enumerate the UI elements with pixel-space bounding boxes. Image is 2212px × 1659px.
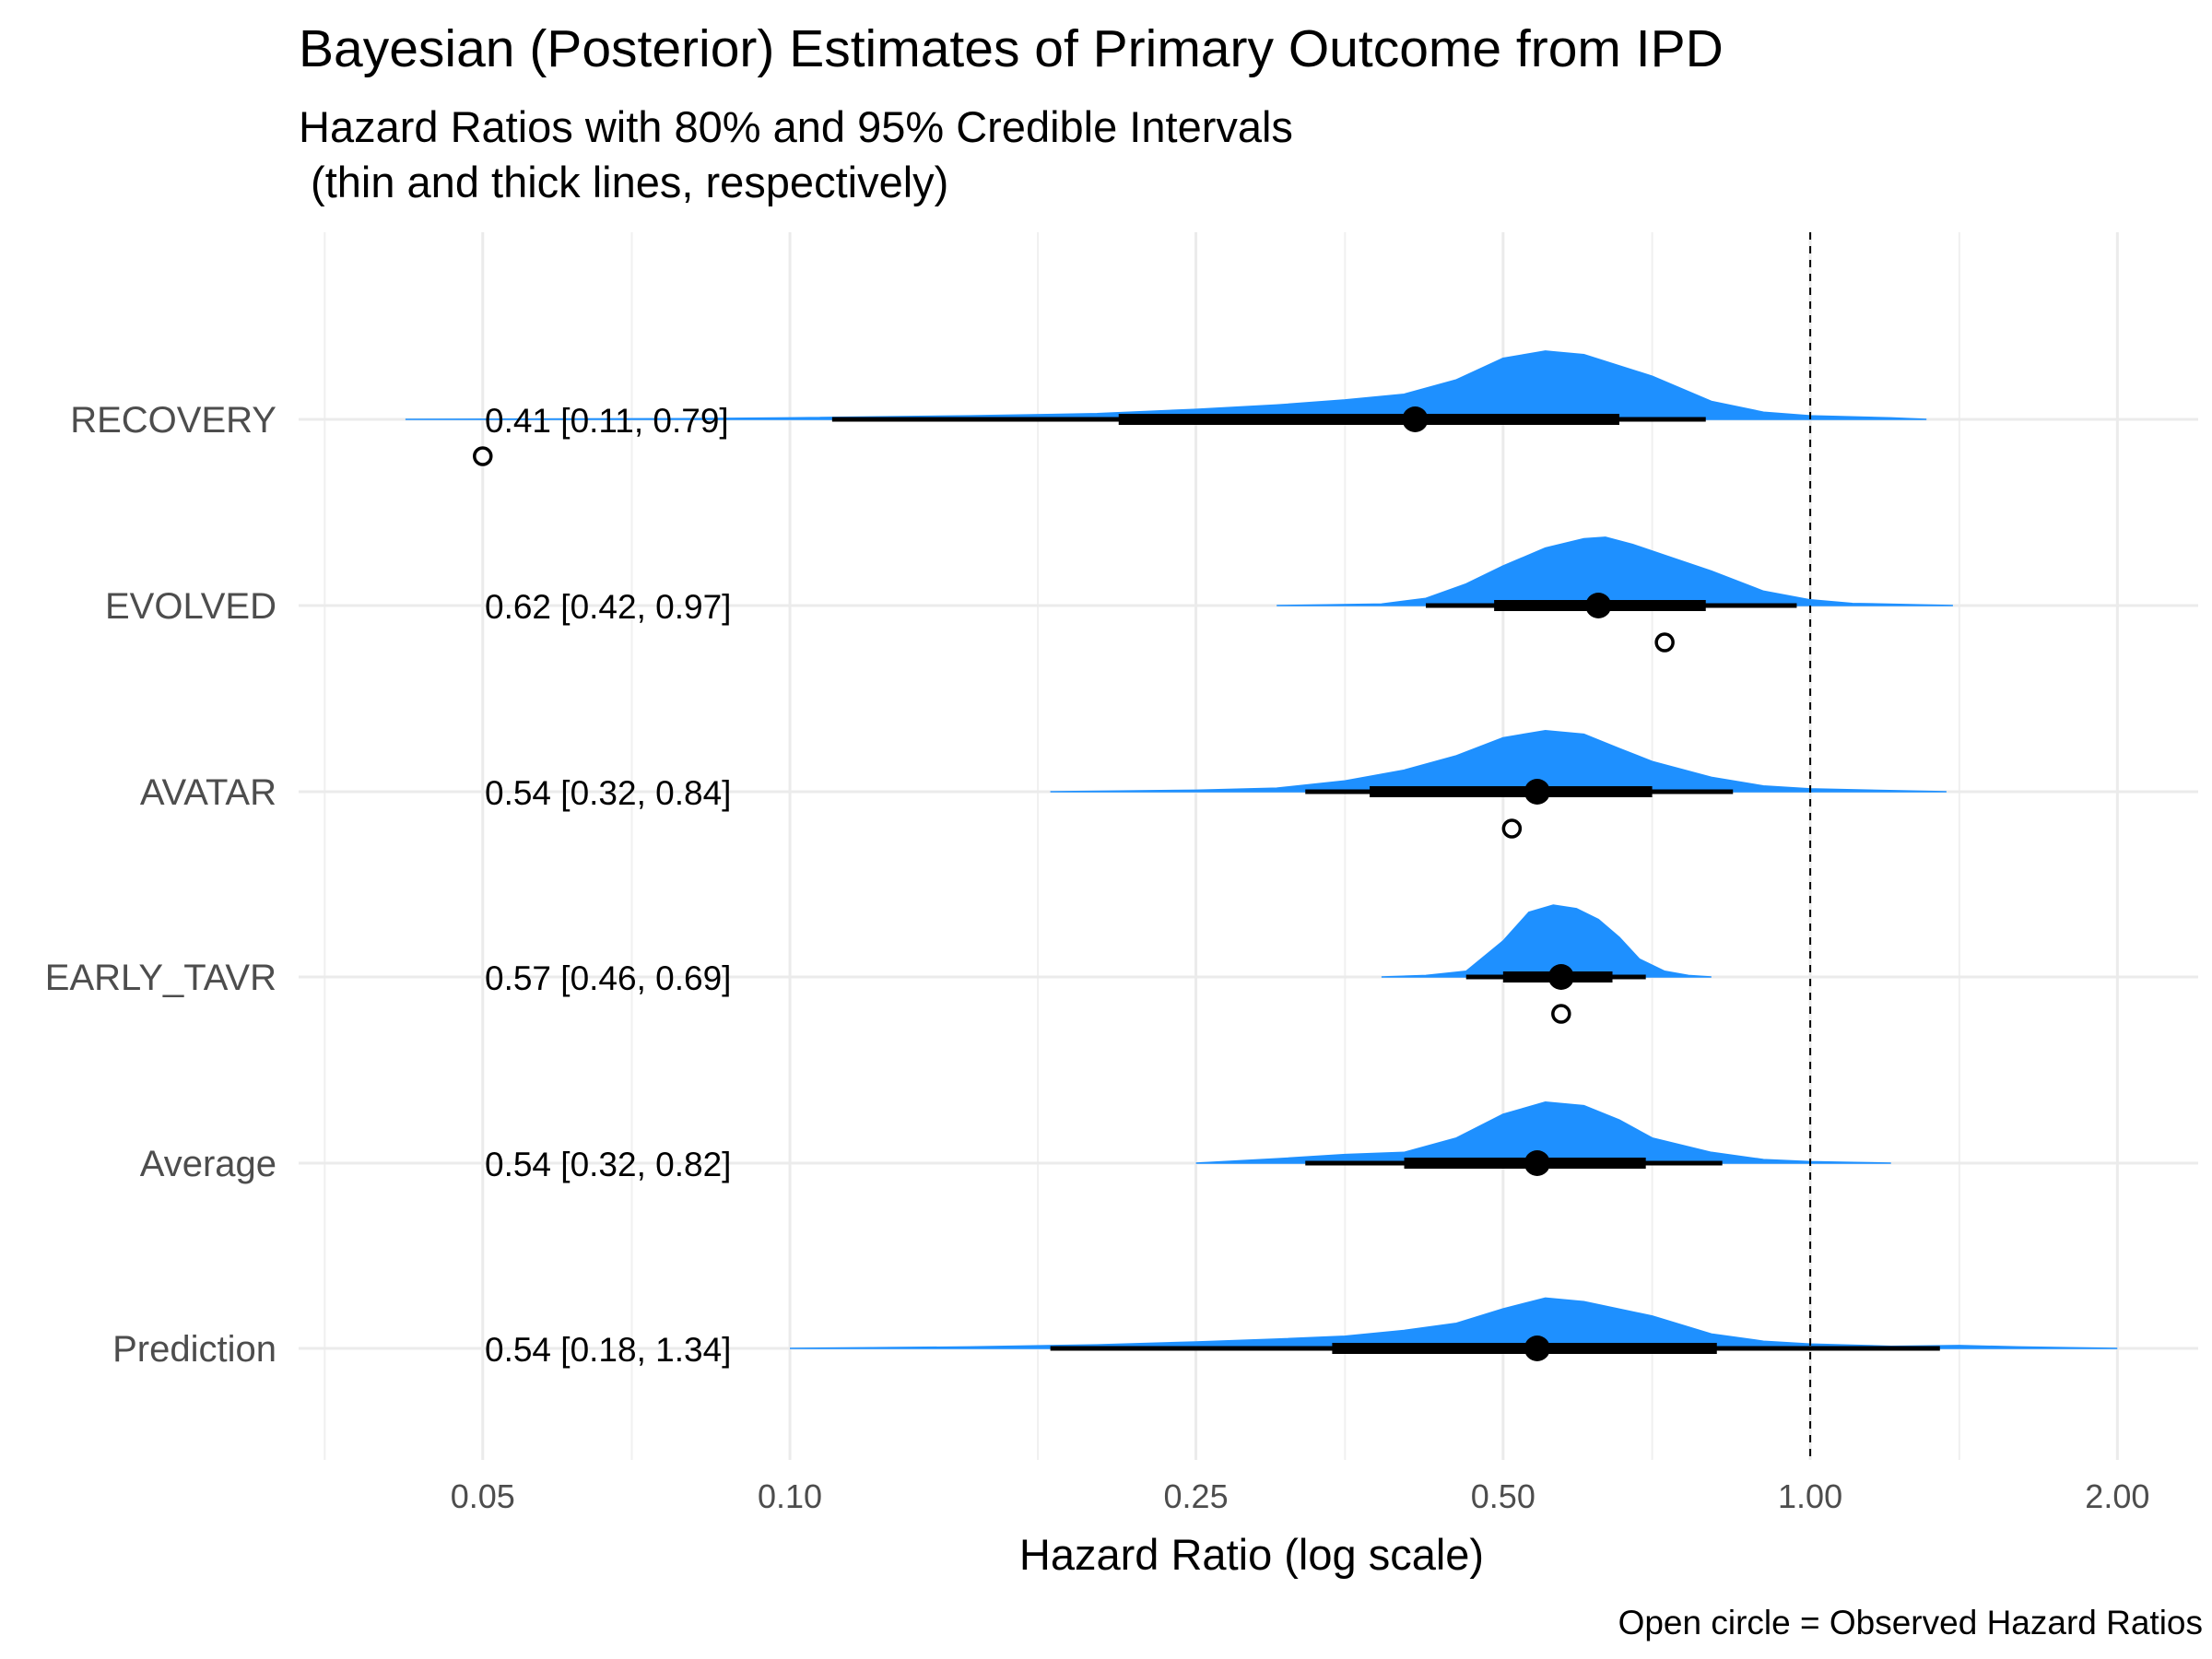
row-label: Average — [140, 1144, 276, 1184]
row-label: Prediction — [112, 1329, 276, 1370]
median-point — [1585, 593, 1612, 618]
estimate-label: 0.57 [0.46, 0.69] — [485, 959, 731, 997]
row-label: RECOVERY — [70, 400, 276, 441]
x-axis-title: Hazard Ratio (log scale) — [1019, 1530, 1484, 1579]
x-tick-label: 0.05 — [451, 1477, 515, 1515]
x-tick-label: 0.10 — [758, 1477, 822, 1515]
median-point — [1524, 779, 1550, 805]
posterior-density — [405, 350, 1927, 420]
posterior-density — [1381, 904, 1712, 978]
observed-point — [473, 446, 493, 466]
row-label: EVOLVED — [105, 586, 276, 627]
chart-subtitle-line-1: Hazard Ratios with 80% and 95% Credible … — [299, 102, 1293, 151]
x-tick-label: 2.00 — [2085, 1477, 2149, 1515]
estimate-label: 0.54 [0.32, 0.82] — [485, 1146, 731, 1183]
chart-title: Bayesian (Posterior) Estimates of Primar… — [299, 19, 1724, 78]
density-layer — [405, 350, 2118, 1349]
posterior-density — [1277, 536, 1953, 606]
row-label: AVATAR — [140, 772, 276, 813]
caption: Open circle = Observed Hazard Ratios — [1618, 1604, 2203, 1641]
interval-layer — [473, 232, 1940, 1460]
observed-point — [1551, 1004, 1571, 1024]
observed-point — [1654, 632, 1675, 653]
x-tick-label: 0.25 — [1164, 1477, 1229, 1515]
estimate-label: 0.62 [0.42, 0.97] — [485, 588, 731, 626]
text-layer: 0.05 0.10 0.25 0.50 1.00 2.00 RECOVERY 0.41 [0.… — [45, 400, 2150, 1515]
estimate-label: 0.54 [0.18, 1.34] — [485, 1331, 731, 1369]
posterior-density — [1050, 729, 1947, 793]
median-point — [1402, 406, 1429, 432]
posterior-density — [789, 1297, 2118, 1349]
median-point — [1524, 1335, 1550, 1361]
x-tick-label: 1.00 — [1778, 1477, 1842, 1515]
median-point — [1547, 964, 1574, 990]
observed-point — [1501, 818, 1523, 839]
estimate-label: 0.41 [0.11, 0.79] — [485, 402, 729, 440]
x-tick-label: 0.50 — [1471, 1477, 1535, 1515]
median-point — [1524, 1150, 1550, 1176]
row-label: EARLY_TAVR — [45, 958, 276, 998]
posterior-density — [1195, 1100, 1891, 1164]
chart-subtitle-line-2: (thin and thick lines, respectively) — [299, 158, 948, 206]
estimate-label: 0.54 [0.32, 0.84] — [485, 774, 731, 812]
